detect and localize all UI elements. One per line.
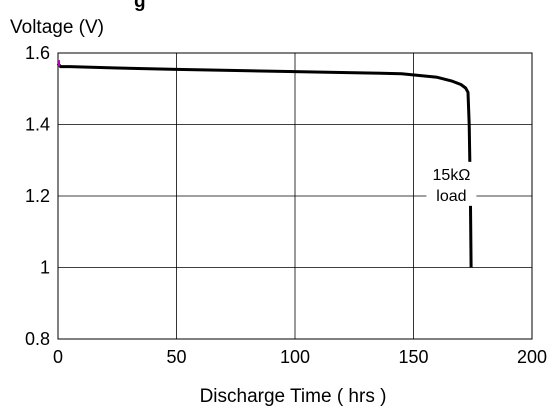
annotation-load-value: 15kΩ [433,167,471,184]
x-tick-label: 150 [398,347,428,367]
y-tick-label: 1.6 [25,43,50,63]
y-tick-label: 1.2 [25,186,50,206]
x-tick-label: 100 [280,347,310,367]
x-tick-label: 200 [517,347,547,367]
annotation-background [426,161,477,206]
y-tick-label: 1.4 [25,115,50,135]
chart-title-partial: g [134,0,146,12]
y-tick-label: 1 [40,258,50,278]
y-tick-label: 0.8 [25,329,50,349]
x-tick-label: 50 [166,347,186,367]
y-axis-label: Voltage (V) [10,17,104,38]
x-tick-label: 0 [53,347,63,367]
plot-frame [57,52,533,340]
annotation-load-label: load [436,188,466,205]
series-layer [56,60,473,268]
discharge-series-line [56,62,473,268]
tick-labels: 0 50 100 150 200 0.8 1 1.2 1.4 1.6 [25,43,547,367]
x-axis-label: Discharge Time ( hrs ) [200,386,387,406]
